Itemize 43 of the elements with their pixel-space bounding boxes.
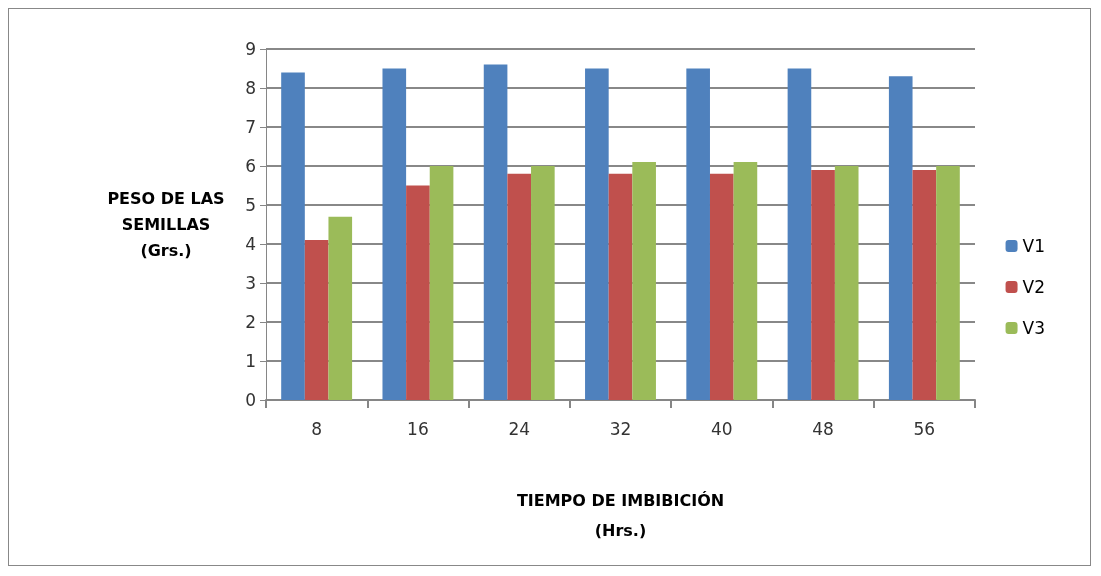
bar <box>585 68 609 400</box>
bar <box>608 173 633 400</box>
bar <box>888 76 913 400</box>
bar <box>531 166 555 400</box>
bar <box>483 64 508 400</box>
x-axis-title: TIEMPO DE IMBIBICIÓN (Hrs.) <box>516 490 725 540</box>
x-tick-label: 24 <box>508 418 531 439</box>
x-tick-label: 40 <box>710 418 733 439</box>
bar <box>686 68 710 400</box>
x-tick-label: 56 <box>913 418 936 439</box>
bar <box>811 169 835 400</box>
bar <box>429 166 454 400</box>
bar <box>936 166 960 400</box>
bar <box>328 216 353 400</box>
x-tick-label: 16 <box>407 418 429 439</box>
bar <box>834 166 859 400</box>
bar <box>733 162 758 400</box>
legend-label: V1 <box>1022 236 1046 256</box>
y-tick-label: 4 <box>245 234 256 254</box>
bar <box>382 68 407 400</box>
bar <box>304 240 329 400</box>
y-tick-label: 3 <box>245 273 256 293</box>
bar <box>632 162 656 400</box>
y-tick-label: 7 <box>245 117 256 137</box>
legend-label: V2 <box>1022 277 1046 297</box>
y-tick-label: 0 <box>245 390 256 410</box>
x-tick-label: 32 <box>609 418 632 439</box>
y-tick-label: 9 <box>245 39 256 59</box>
bar <box>507 173 532 400</box>
y-tick-label: 5 <box>245 195 256 215</box>
bar <box>281 72 305 400</box>
x-tick-label: 8 <box>311 418 323 439</box>
y-tick-label: 2 <box>245 312 256 332</box>
bar <box>406 185 430 400</box>
y-tick-label: 1 <box>245 351 256 371</box>
y-tick-label: 8 <box>245 78 256 98</box>
bar <box>912 169 937 400</box>
bar <box>787 68 812 400</box>
y-axis-title: PESO DE LAS SEMILLAS (Grs.) <box>107 189 225 260</box>
legend-label: V3 <box>1022 318 1046 338</box>
bar <box>709 173 734 400</box>
y-tick-label: 6 <box>245 156 256 176</box>
x-tick-label: 48 <box>812 418 834 439</box>
